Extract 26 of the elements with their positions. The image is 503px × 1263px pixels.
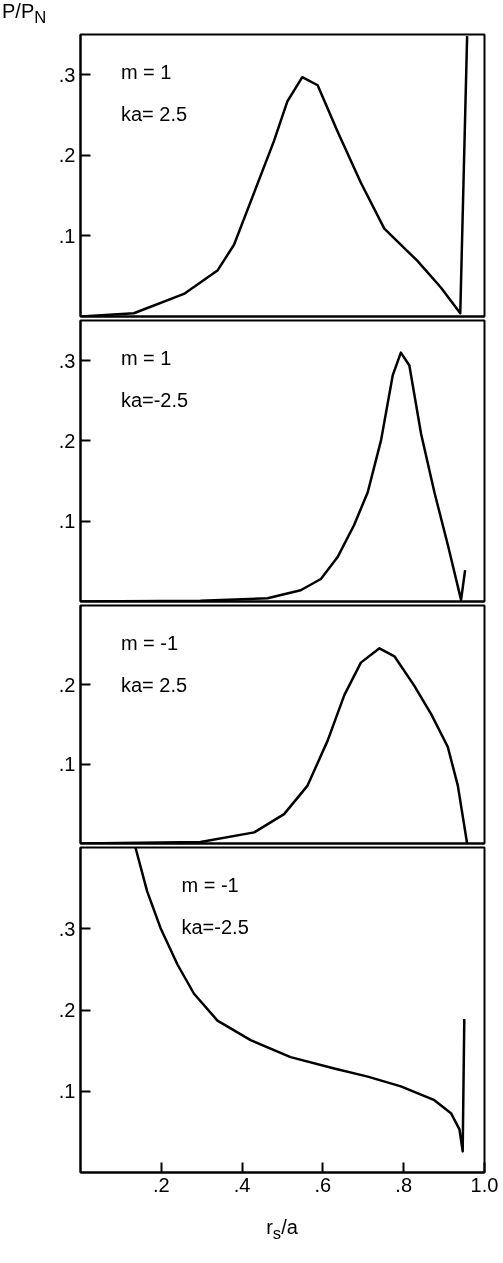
y-tick-label: .3 [58,63,76,86]
x-tick-label: .2 [152,1173,170,1196]
annotation: ka= 2.5 [120,102,188,125]
y-tick-label: .2 [58,999,76,1021]
x-tick-label: .6 [314,1173,332,1196]
annotation: ka= 2.5 [120,673,188,696]
y-tick-label: .3 [58,349,76,372]
y-axis-title: P/P$_{N}$ [1,0,47,29]
annotation: m = 1 [120,346,172,369]
annotation: m = -1 [120,631,179,654]
y-tick-label: .1 [58,1080,76,1103]
annotation: m = -1 [181,873,239,896]
annotation: m = 1 [120,60,172,83]
x-tick-label: .8 [395,1173,413,1196]
y-tick-label: .2 [58,429,76,452]
annotation: ka=-2.5 [181,915,249,938]
y-tick-label: .3 [58,917,76,940]
y-tick-label: .2 [58,144,76,167]
x-tick-label: .4 [233,1173,251,1196]
x-axis-title: r$_{s}$/a [265,1216,299,1245]
y-tick-label: .1 [58,753,76,776]
annotation: ka=-2.5 [120,388,189,411]
y-tick-label: .2 [58,673,76,696]
y-tick-label: .1 [58,224,76,247]
x-tick-label: 1.0 [470,1173,499,1196]
y-tick-label: .1 [58,510,76,533]
